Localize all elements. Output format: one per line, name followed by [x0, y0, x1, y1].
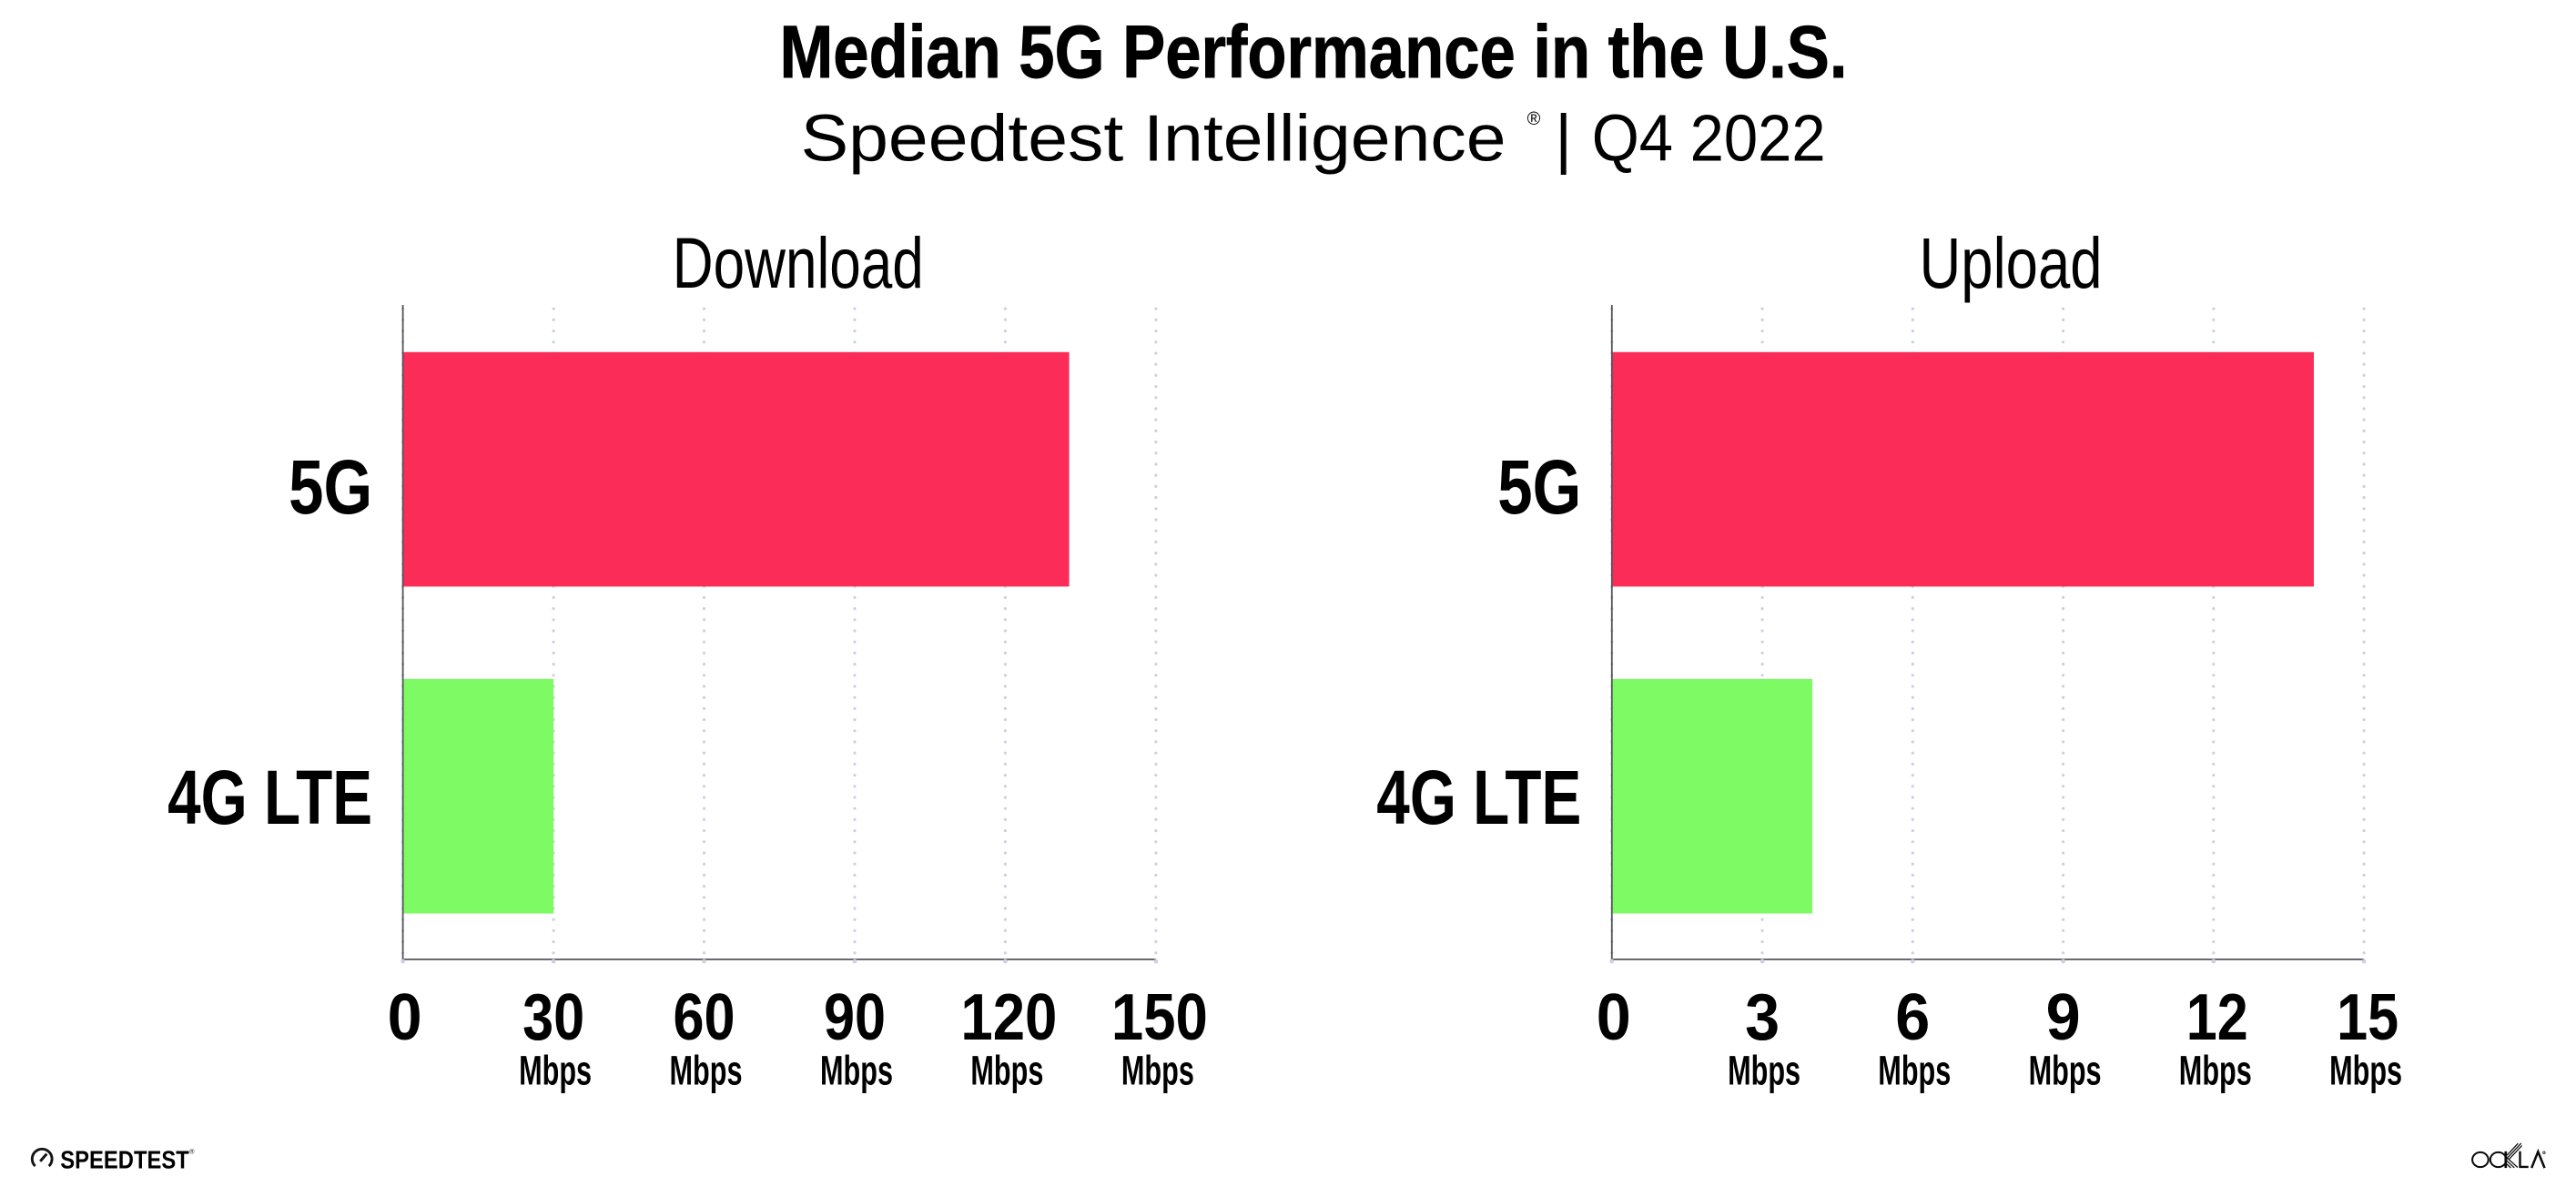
svg-text:Speedtest Intelligence: Speedtest Intelligence	[801, 102, 1506, 176]
svg-text:12: 12	[2186, 980, 2248, 1054]
svg-text:5G: 5G	[289, 443, 372, 530]
svg-text:Upload: Upload	[1920, 222, 2103, 303]
svg-text:Mbps: Mbps	[1878, 1048, 1951, 1094]
svg-text:Mbps: Mbps	[2329, 1048, 2402, 1094]
svg-text:4G LTE: 4G LTE	[1376, 754, 1581, 840]
svg-text:3: 3	[1745, 980, 1780, 1054]
svg-text:6: 6	[1895, 980, 1930, 1054]
svg-text:Mbps: Mbps	[1728, 1048, 1800, 1094]
svg-text:120: 120	[960, 980, 1057, 1054]
svg-text:|: |	[1555, 102, 1572, 176]
svg-text:Mbps: Mbps	[670, 1048, 743, 1094]
svg-text:60: 60	[674, 980, 735, 1054]
svg-text:15: 15	[2337, 980, 2399, 1054]
svg-text:Download: Download	[673, 222, 924, 303]
svg-text:4G LTE: 4G LTE	[167, 754, 372, 840]
svg-text:Mbps: Mbps	[970, 1048, 1043, 1094]
svg-text:Mbps: Mbps	[2179, 1048, 2252, 1094]
svg-text:Mbps: Mbps	[1121, 1048, 1194, 1094]
svg-text:®: ®	[189, 1148, 195, 1155]
svg-text:9: 9	[2046, 980, 2081, 1054]
svg-text:Mbps: Mbps	[2029, 1048, 2102, 1094]
svg-text:SPEEDTEST: SPEEDTEST	[60, 1146, 189, 1174]
svg-text:Median 5G Performance in the U: Median 5G Performance in the U.S.	[780, 11, 1848, 94]
svg-text:Mbps: Mbps	[519, 1048, 592, 1094]
svg-text:®: ®	[1527, 109, 1541, 129]
svg-text:Mbps: Mbps	[820, 1048, 893, 1094]
svg-text:0: 0	[388, 980, 422, 1054]
svg-text:Q4 2022: Q4 2022	[1592, 102, 1826, 176]
svg-text:5G: 5G	[1497, 443, 1581, 530]
svg-text:90: 90	[824, 980, 886, 1054]
svg-text:30: 30	[522, 980, 584, 1054]
svg-text:150: 150	[1111, 980, 1208, 1054]
svg-text:0: 0	[1597, 980, 1631, 1054]
